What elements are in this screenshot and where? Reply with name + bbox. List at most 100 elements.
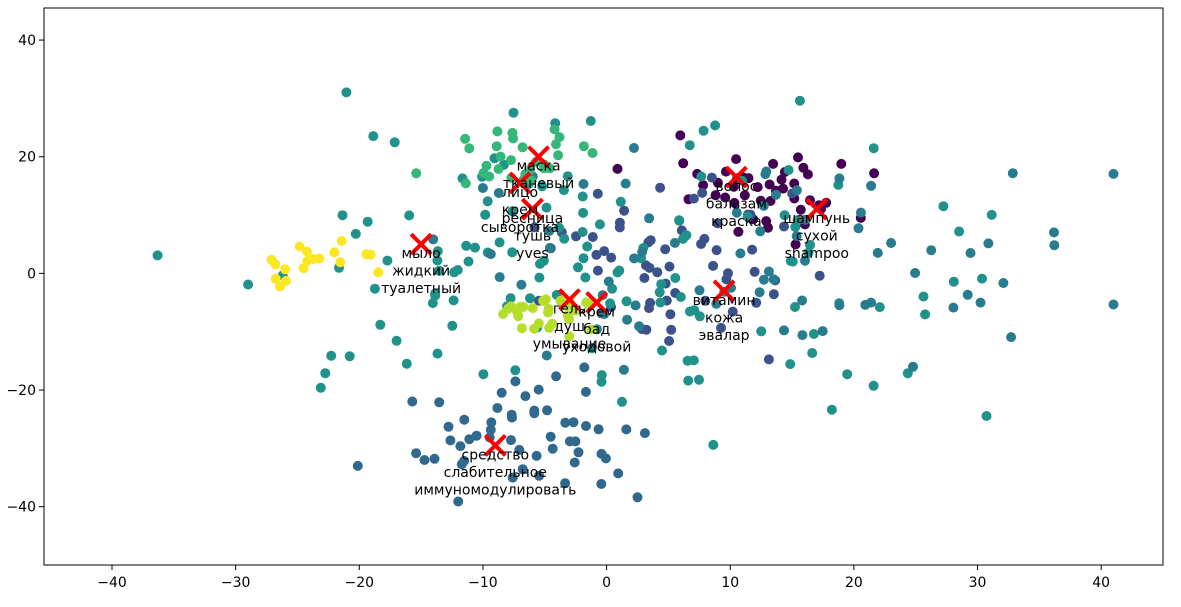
scatter-point [243, 279, 254, 290]
scatter-point [492, 403, 503, 413]
scatter-point [492, 126, 503, 137]
scatter-point [534, 272, 545, 283]
scatter-point [678, 158, 689, 169]
scatter-point [315, 382, 326, 393]
centroid-marker-stroke [483, 434, 507, 457]
scatter-point [785, 359, 796, 370]
scatter-point [586, 324, 597, 335]
scatter-point [448, 295, 459, 306]
scatter-point [723, 268, 733, 279]
scatter-point [706, 172, 717, 183]
scatter-point [751, 297, 762, 308]
scatter-point [564, 331, 575, 342]
scatter-point [711, 245, 722, 256]
scatter-point [599, 246, 610, 257]
scatter-point [742, 211, 753, 222]
scatter-point [411, 168, 422, 179]
scatter-point [389, 137, 400, 148]
scatter-point [517, 464, 528, 475]
scatter-point [582, 241, 593, 252]
scatter-point [787, 256, 798, 267]
scatter-point [834, 300, 845, 311]
centroid-marker [712, 279, 736, 303]
scatter-point [1049, 240, 1060, 251]
scatter-point [581, 297, 592, 308]
scatter-point [948, 302, 959, 313]
scatter-point [779, 221, 789, 232]
scatter-point [337, 210, 348, 221]
scatter-point [764, 179, 775, 190]
scatter-point [580, 386, 591, 397]
scatter-point [470, 242, 480, 253]
centroid-label: слабительное [444, 465, 547, 481]
scatter-point [455, 441, 466, 452]
scatter-point [710, 190, 721, 201]
scatter-point [868, 380, 879, 391]
scatter-point [669, 237, 680, 248]
scatter-point [350, 228, 361, 239]
scatter-point [427, 298, 438, 309]
scatter-point [508, 107, 519, 118]
scatter-point [688, 193, 699, 204]
scatter-point [682, 355, 693, 366]
centroid-label: волос [715, 179, 757, 195]
scatter-point [790, 302, 800, 312]
scatter-point [407, 396, 418, 407]
scatter-point [569, 457, 580, 468]
scatter-point [733, 226, 744, 237]
scatter-point [758, 274, 769, 285]
scatter-point [910, 268, 921, 278]
scatter-point [554, 222, 565, 233]
scatter-point [629, 253, 640, 264]
scatter-point [926, 245, 937, 256]
scatter-point [362, 216, 373, 227]
scatter-point [554, 132, 565, 143]
scatter-point [270, 273, 281, 284]
scatter-point [516, 323, 527, 334]
scatter-point [860, 299, 871, 310]
scatter-point [771, 189, 781, 200]
scatter-point [834, 173, 845, 184]
scatter-point [698, 125, 709, 136]
scatter-point [585, 116, 596, 126]
scatter-point [644, 262, 655, 273]
scatter-point [708, 439, 719, 450]
scatter-point [790, 222, 801, 232]
scatter-point [506, 409, 517, 420]
scatter-point [493, 188, 504, 198]
scatter-point [587, 343, 597, 354]
scatter-point [543, 303, 554, 314]
x-tick-label: −40 [97, 575, 127, 591]
scatter-point [460, 133, 471, 144]
scatter-point [868, 143, 879, 154]
scatter-point [587, 232, 598, 242]
scatter-point [755, 226, 766, 237]
scatter-point [419, 455, 430, 465]
scatter-point [853, 223, 864, 234]
scatter-point [443, 421, 454, 432]
scatter-point [654, 287, 665, 298]
scatter-point [510, 376, 521, 387]
scatter-point [592, 188, 603, 199]
scatter-point [517, 142, 528, 153]
centroid-marker [805, 197, 829, 221]
centroid-marker [520, 197, 544, 221]
scatter-point [791, 231, 802, 242]
scatter-point [665, 309, 676, 320]
centroid-label: сыворотка [481, 220, 559, 236]
scatter-point [795, 204, 806, 215]
scatter-point [614, 217, 625, 228]
scatter-point [294, 241, 305, 252]
centroid-label: shampoo [785, 246, 849, 262]
scatter-point [506, 435, 516, 446]
scatter-point [908, 361, 918, 372]
scatter-point [336, 236, 347, 246]
centroid-label: умывание [533, 337, 607, 353]
scatter-point [493, 164, 504, 174]
centroid-marker-stroke [805, 197, 829, 221]
scatter-point [869, 168, 880, 179]
scatter-point [612, 163, 623, 174]
x-tick-label: −10 [468, 575, 498, 591]
scatter-point [794, 95, 805, 106]
scatter-point [710, 120, 721, 131]
